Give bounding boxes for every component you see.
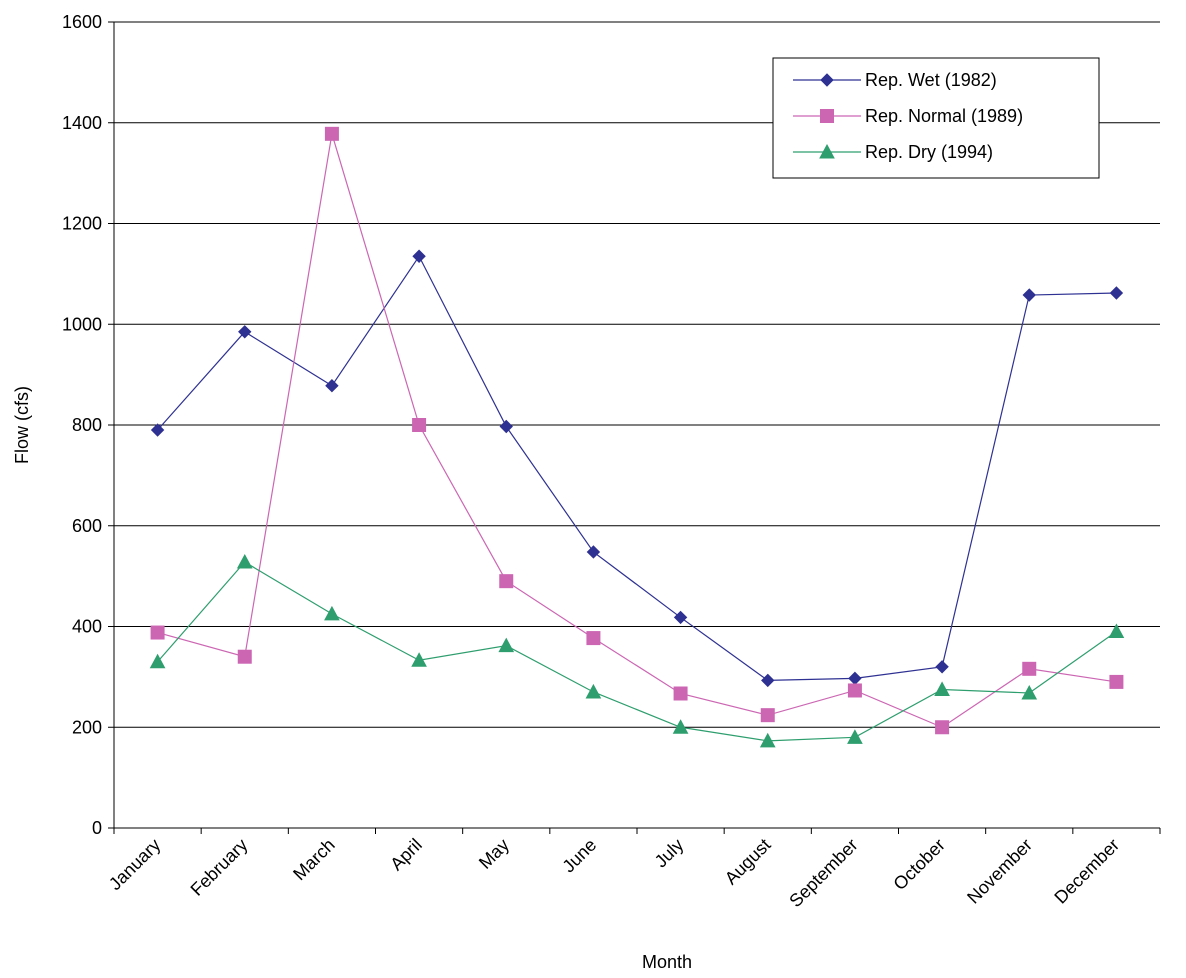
data-point <box>672 719 689 734</box>
legend-marker <box>819 143 835 159</box>
series-line <box>157 133 1117 728</box>
data-point <box>586 545 601 559</box>
x-tick-label: July <box>651 835 688 872</box>
gridlines <box>114 21 1160 728</box>
legend-item: Rep. Dry (1994) <box>793 142 993 162</box>
data-point <box>150 625 165 640</box>
legend-item: Rep. Normal (1989) <box>793 106 1023 126</box>
x-tick-label: June <box>558 835 600 877</box>
data-point <box>934 681 950 696</box>
x-axis-ticks: January February March April May June July Augu… <box>105 828 1161 911</box>
data-point <box>585 683 602 699</box>
y-axis-ticks: 0 200 400 600 800 1000 1200 1400 1600 <box>62 12 114 838</box>
y-tick-label: 600 <box>72 516 102 536</box>
data-point <box>411 652 427 667</box>
data-point <box>236 553 253 569</box>
data-point <box>1109 286 1124 300</box>
x-tick-label: January <box>105 835 164 894</box>
y-tick-label: 1200 <box>62 214 102 234</box>
y-axis-title: Flow (cfs) <box>12 386 32 464</box>
series-line <box>157 255 1117 682</box>
data-point <box>673 610 688 625</box>
x-tick-label: March <box>289 835 339 885</box>
data-point <box>848 671 862 686</box>
series-3 <box>149 553 1125 748</box>
data-point <box>759 732 776 748</box>
y-tick-label: 400 <box>72 617 102 637</box>
legend-label: Rep. Wet (1982) <box>865 70 997 90</box>
x-tick-label: December <box>1050 835 1123 908</box>
data-point <box>847 729 863 744</box>
series-2 <box>150 126 1124 735</box>
data-point <box>760 708 775 723</box>
legend: Rep. Wet (1982) Rep. Normal (1989) Rep. Dr… <box>772 57 1100 179</box>
series-group <box>149 126 1125 748</box>
y-tick-label: 800 <box>72 415 102 435</box>
x-tick-label: October <box>889 835 948 894</box>
data-point <box>412 249 426 263</box>
series-1 <box>150 249 1124 688</box>
data-point <box>1022 661 1037 676</box>
data-point <box>1108 623 1125 639</box>
data-point <box>761 673 775 688</box>
data-point <box>499 419 513 434</box>
legend-item: Rep. Wet (1982) <box>793 70 997 90</box>
y-tick-label: 1000 <box>62 314 102 334</box>
x-tick-label: August <box>721 835 775 889</box>
data-point <box>325 379 339 393</box>
data-point <box>935 660 949 674</box>
data-point <box>149 653 166 669</box>
data-point <box>1021 684 1038 700</box>
data-point <box>1022 288 1036 302</box>
legend-marker <box>820 73 834 87</box>
series-line <box>157 561 1117 742</box>
x-tick-label: February <box>187 835 252 900</box>
x-axis-title: Month <box>642 952 692 972</box>
data-point <box>1109 674 1124 689</box>
data-point <box>324 126 339 141</box>
data-point <box>498 637 515 653</box>
y-tick-label: 0 <box>92 818 102 838</box>
data-point <box>238 325 252 339</box>
data-point <box>412 418 427 432</box>
data-point <box>499 574 514 589</box>
data-point <box>324 605 340 621</box>
x-tick-label: November <box>963 835 1036 908</box>
y-tick-label: 200 <box>72 717 102 737</box>
x-tick-label: April <box>386 835 426 875</box>
y-tick-label: 1400 <box>62 113 102 133</box>
data-point <box>586 631 601 646</box>
x-tick-label: September <box>785 835 861 911</box>
data-point <box>847 683 862 698</box>
data-point <box>237 649 252 664</box>
y-tick-label: 1600 <box>62 12 102 32</box>
data-point <box>673 686 688 701</box>
legend-label: Rep. Normal (1989) <box>865 106 1023 126</box>
legend-marker <box>820 109 834 123</box>
data-point <box>935 720 950 735</box>
legend-label: Rep. Dry (1994) <box>865 142 993 162</box>
x-tick-label: May <box>475 835 513 873</box>
data-point <box>150 423 165 437</box>
